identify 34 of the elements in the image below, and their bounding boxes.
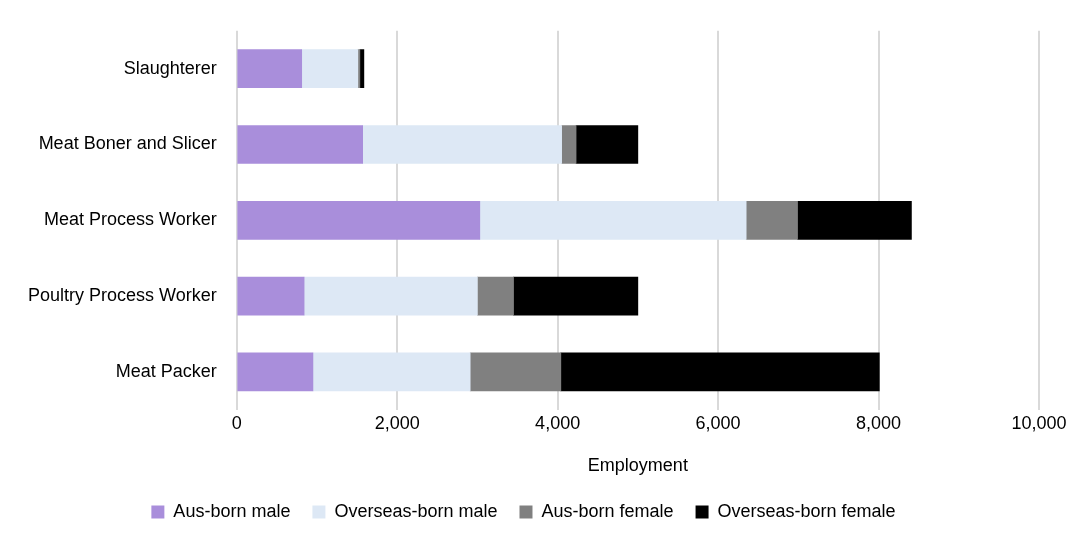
legend-label: Aus-born female [541, 500, 674, 521]
legend-label: Overseas-born male [334, 500, 498, 521]
bar [303, 276, 478, 316]
x-tick-label: 2,000 [374, 412, 420, 433]
bar [797, 200, 912, 240]
bar [237, 276, 305, 316]
x-tick-label: 8,000 [856, 412, 902, 433]
bar [237, 49, 303, 89]
bar [362, 125, 562, 164]
bar [513, 276, 639, 316]
x-tick-label: 4,000 [535, 412, 581, 433]
bar [479, 200, 747, 240]
x-axis-title: Employment [587, 455, 688, 476]
bar [560, 352, 880, 392]
x-tick-label: 6,000 [695, 412, 741, 433]
y-tick-label: Poultry Process Worker [28, 285, 217, 306]
legend-label: Aus-born male [173, 500, 291, 521]
x-tick-label: 0 [231, 412, 242, 433]
legend-label: Overseas-born female [717, 500, 896, 521]
bar [575, 125, 639, 164]
bar [237, 200, 481, 240]
x-tick-label: 10,000 [1011, 412, 1067, 433]
y-tick-label: Meat Boner and Slicer [38, 133, 217, 154]
bar [237, 352, 314, 392]
bar [237, 125, 364, 164]
bar [301, 49, 359, 89]
bar [745, 200, 798, 240]
bar [312, 352, 471, 392]
y-tick-label: Meat Packer [115, 360, 217, 381]
bar [477, 276, 514, 316]
y-tick-label: Meat Process Worker [44, 209, 217, 230]
bar [469, 352, 562, 392]
y-tick-label: Slaughterer [123, 57, 217, 78]
bar [561, 125, 577, 164]
